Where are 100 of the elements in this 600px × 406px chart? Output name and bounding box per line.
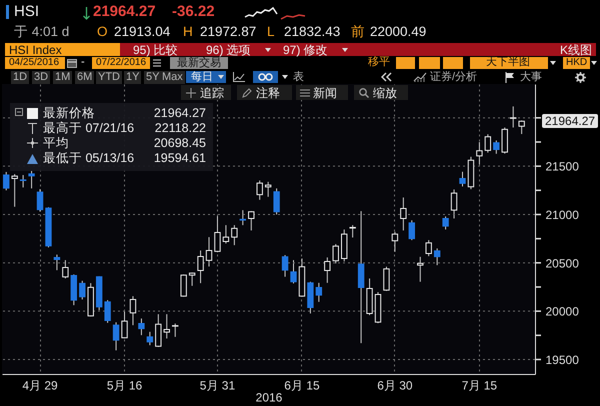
text: 最新交易 [177,57,221,69]
annotation: 最新价格 [43,106,95,120]
text: K线图 [560,43,592,57]
annotation: 平均 [43,136,69,150]
candlestick [417,256,424,282]
text: 表 [293,71,304,83]
text: 22000.49 [370,24,426,39]
candlestick [518,120,525,135]
candlestick [62,260,69,279]
candlestick [282,254,288,278]
candlestick [383,266,390,292]
candlestick [434,248,440,266]
text: 21972.87 [200,24,256,39]
text: 每日 [191,71,213,83]
text: O [97,24,108,39]
candlestick [290,260,297,284]
text: 证券/分析 [430,71,478,83]
y-tick-label: 21500 [546,160,580,174]
annotation: 缩放 [373,86,397,100]
candlestick [3,171,10,191]
candlestick [459,171,466,187]
x-tick-label: 5月 16 [106,378,143,392]
candlestick [79,280,86,300]
candlestick [188,272,196,286]
candlestick [248,210,254,231]
candlestick [121,310,128,339]
candlestick [502,127,508,154]
candlestick [206,236,212,268]
text: 前 [351,24,365,39]
candlestick [240,210,246,226]
candlestick [54,254,60,271]
x-tick-label: 6月 15 [284,378,320,392]
x-tick-label: 6月 30 [377,378,413,392]
annotation: 最高于 07/21/16 [43,121,134,135]
text: 天下半图 [486,56,530,68]
text: 大事 [520,71,542,83]
annotation: 注释 [256,86,280,100]
annotation: 19594.61 [154,151,206,165]
text: HKD [566,57,588,68]
candlestick [104,300,111,324]
x-tick-label: 5月 31 [200,378,236,392]
candlestick [324,256,331,284]
annotation: 追踪 [200,86,224,100]
candlestick [400,196,407,231]
text: 21964.27 [93,3,156,20]
candlestick [442,216,449,230]
x-tick-label: 7月 15 [462,378,498,392]
candlestick [264,181,272,198]
x-tick-label: 4月 29 [22,378,58,392]
annotation: 20698.45 [154,136,206,150]
text: HSI Index [9,43,62,57]
candlestick [332,244,339,264]
candlestick [222,224,230,244]
y-tick-label: 20000 [546,304,580,319]
candlestick [392,231,398,252]
y-tick-label: 19500 [546,353,580,367]
text: L [267,24,275,39]
candlestick [476,142,483,165]
annotation: 21964.27 [154,106,206,120]
y-tick-label: 20500 [546,256,580,270]
text: 95) 比较 [133,43,178,57]
text: 21964.27 [542,114,598,128]
candlestick [155,314,162,348]
x-axis-title: 2016 [256,390,283,404]
text: 于 4:01 d [14,24,70,39]
candlestick [426,240,432,257]
annotation: 新闻 [313,86,337,100]
text: 移平 [368,56,390,68]
candlestick [20,174,26,188]
candlestick [28,170,35,189]
candlestick [130,296,136,326]
text: 97) 修改 [283,43,328,57]
candlestick [231,224,238,246]
text: 96) 选项 [206,43,251,57]
annotation: 最低于 05/13/16 [43,151,134,165]
candlestick [408,220,416,241]
candlestick [316,282,322,302]
candlestick [146,331,154,346]
candlestick [493,140,500,154]
candlestick [112,322,120,351]
candlestick [172,323,178,338]
annotation: 22118.22 [154,121,206,135]
candlestick [138,318,145,336]
text: H [183,24,193,39]
candlestick [349,224,356,238]
candlestick [273,188,280,215]
text: -36.22 [172,3,215,20]
candlestick [214,216,221,253]
candlestick [36,188,44,212]
text: 04/25/2016 [9,57,60,68]
candlestick [510,106,516,128]
candlestick [197,250,204,284]
text: 07/22/2016 [96,57,146,68]
text: 21913.04 [114,24,170,39]
candlestick [484,134,492,154]
candlestick [450,188,458,219]
y-tick-label: 21000 [546,208,580,222]
candlestick [358,210,364,344]
chart-title: HSI [14,3,40,20]
candlestick [11,174,18,208]
